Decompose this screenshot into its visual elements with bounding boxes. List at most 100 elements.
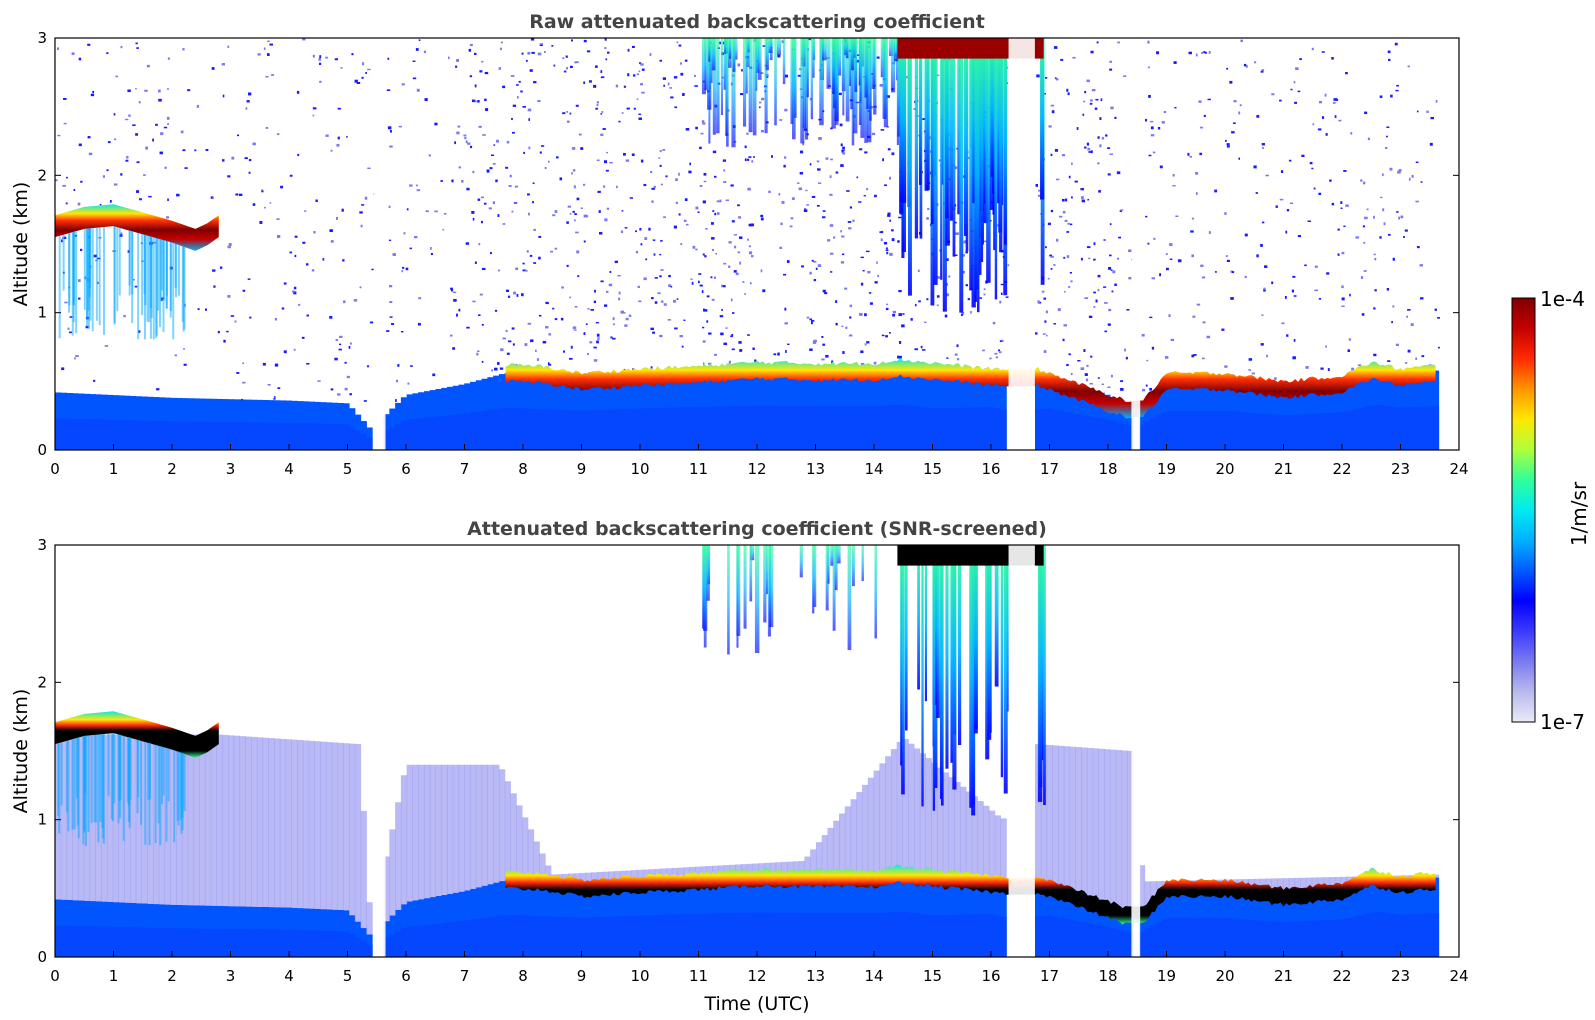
bottom-residual-layer-cell bbox=[1323, 877, 1330, 890]
top-noise-pixel bbox=[1396, 84, 1399, 87]
top-noise-pixel bbox=[1196, 303, 1201, 306]
top-noise-pixel bbox=[1224, 365, 1228, 368]
top-noise-pixel bbox=[148, 195, 152, 198]
bottom-surface-layer-cell bbox=[579, 917, 586, 957]
bottom-residual-layer-cell bbox=[913, 748, 921, 878]
top-noise-pixel bbox=[211, 197, 214, 200]
bottom-surface-layer-cell bbox=[1317, 920, 1324, 957]
top-cirrus-streak bbox=[999, 38, 1003, 253]
top-noise-pixel bbox=[967, 298, 971, 301]
bottom-residual-layer-cell bbox=[1098, 748, 1105, 900]
top-noise-pixel bbox=[1275, 205, 1278, 208]
top-noise-pixel bbox=[768, 190, 771, 193]
bottom-residual-layer-cell bbox=[337, 742, 344, 910]
bottom-fall-streak bbox=[144, 741, 147, 845]
top-noise-pixel bbox=[574, 213, 577, 216]
top-noise-pixel bbox=[1271, 93, 1275, 96]
top-surface-layer-cell bbox=[942, 408, 950, 450]
top-surface-layer-cell bbox=[222, 421, 229, 450]
bottom-residual-layer-cell bbox=[493, 764, 500, 883]
top-noise-pixel bbox=[365, 72, 368, 74]
top-noise-pixel bbox=[632, 74, 636, 77]
top-noise-pixel bbox=[789, 225, 793, 228]
bottom-cirrus-streak bbox=[743, 545, 747, 629]
top-noise-pixel bbox=[1373, 215, 1375, 219]
top-surface-layer-cell bbox=[983, 407, 990, 450]
bottom-residual-layer-cell bbox=[435, 764, 442, 896]
bottom-residual-layer-cell bbox=[314, 741, 321, 909]
bottom-surface-layer-cell bbox=[1115, 929, 1123, 957]
top-noise-pixel bbox=[349, 342, 352, 345]
top-noise-pixel bbox=[713, 175, 717, 178]
bottom-residual-layer-cell bbox=[660, 868, 667, 881]
top-noise-pixel bbox=[1062, 210, 1066, 214]
bottom-surface-layer-cell bbox=[285, 929, 292, 957]
bottom-residual-layer-cell bbox=[1075, 747, 1082, 892]
top-noise-pixel bbox=[1221, 328, 1225, 331]
top-noise-pixel bbox=[1045, 334, 1048, 337]
top-noise-pixel bbox=[1037, 194, 1041, 197]
top-noise-pixel bbox=[848, 227, 852, 230]
bottom-surface-layer-cell bbox=[683, 914, 690, 957]
top-noise-pixel bbox=[725, 199, 729, 202]
top-noise-pixel bbox=[705, 228, 708, 230]
bottom-x-tick-label: 16 bbox=[981, 967, 1000, 985]
top-noise-pixel bbox=[277, 387, 281, 389]
top-noise-pixel bbox=[346, 375, 350, 379]
top-noise-pixel bbox=[849, 304, 853, 308]
bottom-residual-layer-cell bbox=[395, 802, 402, 910]
top-noise-pixel bbox=[502, 337, 506, 340]
bottom-fall-streak bbox=[84, 735, 87, 794]
top-noise-pixel bbox=[1089, 102, 1093, 105]
top-noise-pixel bbox=[231, 156, 235, 160]
top-noise-pixel bbox=[1343, 225, 1346, 227]
top-noise-pixel bbox=[1044, 320, 1047, 323]
bottom-residual-layer-cell bbox=[1242, 879, 1249, 889]
top-noise-pixel bbox=[1265, 174, 1269, 177]
top-surface-layer-cell bbox=[1069, 412, 1076, 450]
bottom-surface-layer-cell bbox=[625, 915, 633, 957]
bottom-surface-layer-cell bbox=[1104, 926, 1111, 957]
top-surface-layer-cell bbox=[187, 421, 194, 450]
top-noise-pixel bbox=[1165, 267, 1169, 271]
top-noise-pixel bbox=[1419, 297, 1424, 300]
top-noise-pixel bbox=[873, 361, 877, 365]
top-noise-pixel bbox=[1177, 259, 1182, 263]
top-noise-pixel bbox=[596, 333, 600, 337]
top-noise-pixel bbox=[524, 269, 528, 272]
top-noise-pixel bbox=[1098, 190, 1101, 193]
top-noise-pixel bbox=[1069, 223, 1073, 226]
bottom-surface-layer-cell bbox=[435, 923, 442, 957]
bottom-fall-streak bbox=[128, 737, 131, 829]
bottom-surface-layer-cell bbox=[1357, 915, 1365, 957]
top-noise-pixel bbox=[617, 275, 621, 277]
top-noise-pixel bbox=[135, 42, 138, 45]
bottom-fall-streak bbox=[110, 733, 113, 820]
top-noise-pixel bbox=[917, 269, 920, 273]
top-noise-pixel bbox=[424, 98, 428, 102]
top-noise-pixel bbox=[269, 43, 273, 46]
top-noise-pixel bbox=[125, 159, 129, 162]
bottom-surface-layer-cell bbox=[1248, 919, 1255, 957]
top-noise-pixel bbox=[93, 254, 97, 258]
top-noise-pixel bbox=[660, 300, 664, 303]
top-noise-pixel bbox=[470, 145, 473, 149]
top-noise-pixel bbox=[626, 107, 630, 110]
bottom-surface-layer-cell bbox=[1259, 920, 1267, 957]
bottom-fall-streak bbox=[112, 733, 115, 822]
top-noise-pixel bbox=[1050, 104, 1055, 107]
top-noise-pixel bbox=[1415, 161, 1419, 164]
top-noise-pixel bbox=[465, 140, 468, 144]
top-noise-pixel bbox=[497, 214, 500, 217]
top-noise-pixel bbox=[1348, 338, 1351, 341]
bottom-surface-layer-cell bbox=[654, 915, 661, 957]
top-noise-pixel bbox=[528, 146, 531, 150]
top-surface-layer-cell bbox=[1375, 404, 1382, 450]
top-noise-pixel bbox=[835, 171, 839, 174]
bottom-surface-layer-cell bbox=[106, 926, 114, 957]
top-fall-streak bbox=[162, 239, 165, 333]
top-noise-pixel bbox=[747, 158, 750, 161]
bottom-residual-layer-cell bbox=[902, 738, 909, 876]
top-cirrus-streak bbox=[726, 38, 729, 147]
top-noise-pixel bbox=[1366, 208, 1369, 211]
